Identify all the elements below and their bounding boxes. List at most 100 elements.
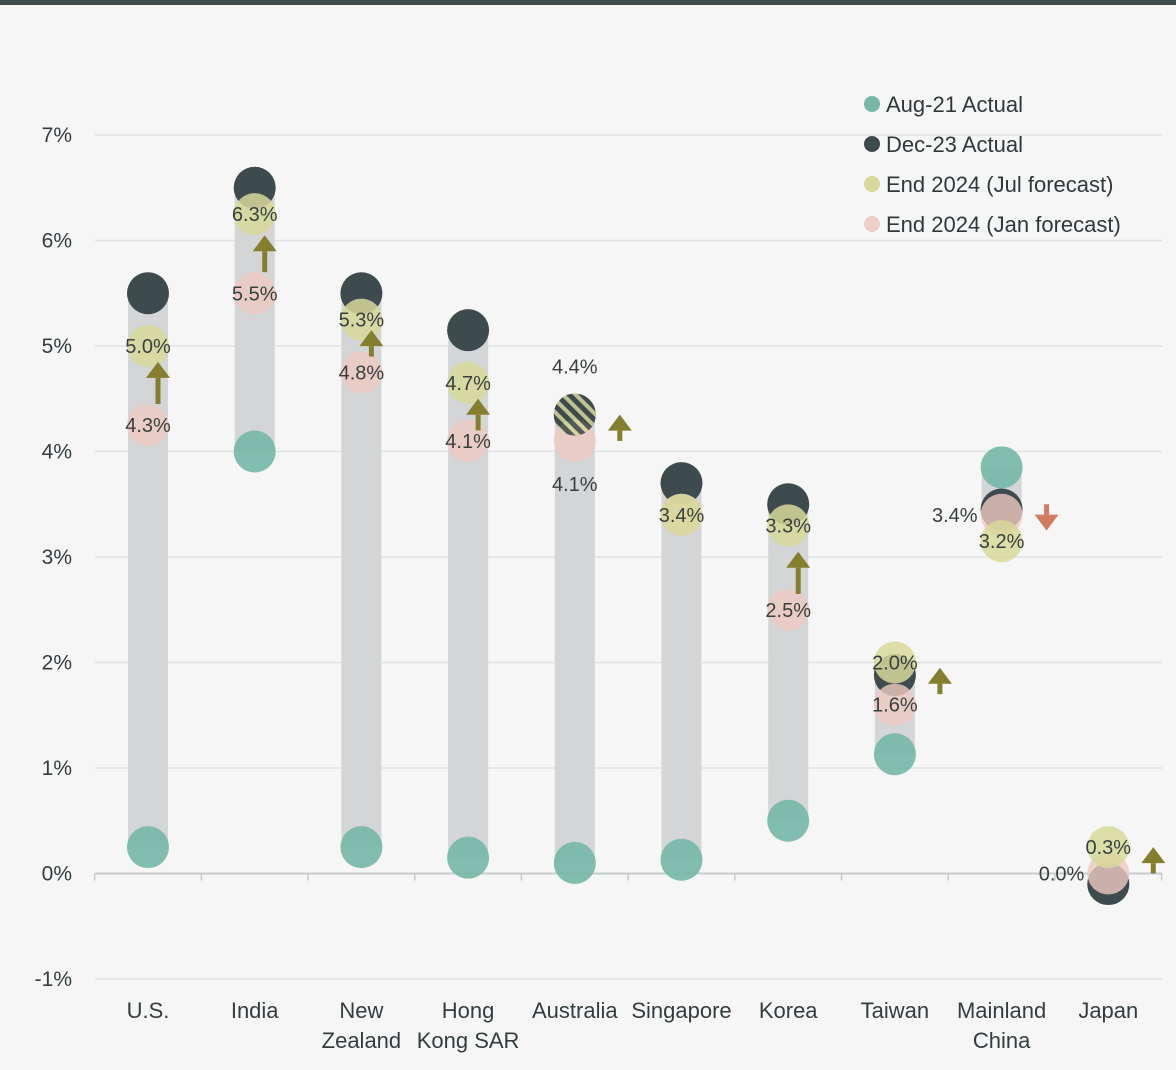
dot-jul-forecast — [447, 361, 490, 404]
category-label: China — [973, 1028, 1031, 1053]
data-label: 2.0% — [872, 653, 918, 675]
y-tick-label: 5% — [42, 335, 72, 358]
legend-label: Aug-21 Actual — [886, 92, 1023, 117]
dot-aug21-actual — [447, 836, 490, 879]
dot-jul-forecast — [660, 493, 703, 536]
data-label: 0.3% — [1086, 837, 1132, 859]
dot-aug21-actual — [127, 826, 169, 869]
dot-jul-forecast — [767, 504, 810, 547]
category-label: Mainland — [957, 998, 1046, 1023]
dot-jul-forecast — [127, 325, 169, 367]
arrow-head — [146, 361, 170, 378]
range-bar — [661, 483, 702, 860]
category-label: New — [339, 998, 383, 1023]
top-rule — [0, 0, 1176, 5]
data-label: 4.1% — [552, 474, 598, 496]
data-label: 4.8% — [339, 362, 385, 384]
category-label: Taiwan — [861, 998, 929, 1023]
category-label: Zealand — [322, 1028, 402, 1053]
dot-aug21-actual — [873, 733, 916, 776]
dot-aug21-actual — [767, 799, 810, 842]
dot-jul-forecast — [233, 193, 276, 236]
y-axis-ticks: -1% 0% 1% 2% 3% 4% 5% 6% 7% — [35, 124, 72, 991]
range-bar — [448, 330, 489, 858]
y-tick-label: 1% — [42, 757, 72, 780]
arrow-head — [786, 551, 811, 568]
dot-jul-forecast — [553, 393, 596, 436]
data-label: 4.3% — [125, 415, 171, 437]
data-label: 3.4% — [659, 505, 705, 527]
legend: Aug-21 Actual Dec-23 Actual End 2024 (Jul … — [864, 92, 1121, 237]
legend-label: Dec-23 Actual — [886, 132, 1023, 157]
legend-marker — [864, 216, 880, 232]
dot-aug21-actual — [340, 826, 383, 869]
category-label: Australia — [532, 998, 618, 1023]
data-label: 3.4% — [932, 505, 978, 527]
category-label: India — [231, 998, 279, 1023]
data-label: 6.3% — [232, 204, 278, 226]
dot-jan-forecast — [233, 272, 276, 315]
dot-jan-forecast — [873, 683, 916, 726]
category-label: U.S. — [127, 998, 170, 1023]
x-axis: U.S. India New Zealand Hong Kong SAR Australia… — [93, 873, 1163, 1053]
category-label: Singapore — [631, 998, 731, 1023]
dot-dec23-actual — [660, 462, 703, 505]
data-label: 5.0% — [125, 336, 171, 358]
data-label: 4.1% — [445, 431, 491, 453]
arrow-head — [1141, 847, 1166, 864]
data-labels: 5.0% 4.3% 6.3% 5.5% 5.3% 4.8% 4.7% 4.1% 4.4% 4.1%… — [125, 204, 1131, 885]
category-label: Kong SAR — [417, 1028, 520, 1053]
dot-jul-forecast — [980, 520, 1023, 563]
dot-jan-forecast — [340, 351, 383, 394]
dot-aug21-actual — [980, 446, 1023, 489]
y-tick-label: 2% — [42, 652, 72, 675]
range-bar — [554, 414, 595, 863]
y-tick-label: 3% — [42, 546, 72, 569]
range-bar — [128, 293, 168, 848]
data-label: 0.0% — [1039, 864, 1085, 886]
arrow-head — [252, 235, 277, 252]
dot-jul-forecast — [873, 641, 916, 684]
legend-label: End 2024 (Jul forecast) — [886, 172, 1113, 197]
data-label: 1.6% — [872, 695, 918, 717]
data-label: 2.5% — [765, 600, 811, 622]
data-label: 4.7% — [445, 373, 491, 395]
data-label: 3.3% — [765, 515, 811, 537]
y-tick-label: -1% — [35, 968, 72, 991]
data-label: 5.5% — [232, 283, 278, 305]
dot-dec23-actual — [127, 272, 169, 315]
arrow-head — [466, 398, 491, 415]
dot-dec23-actual — [447, 309, 490, 352]
arrow-head — [359, 330, 384, 347]
data-label: 4.4% — [552, 356, 598, 378]
dot-jul-forecast — [1087, 826, 1130, 869]
category-label: Japan — [1078, 998, 1138, 1023]
legend-marker — [864, 136, 880, 152]
y-tick-label: 4% — [42, 441, 72, 464]
category-label: Hong — [442, 998, 495, 1023]
y-tick-label: 7% — [42, 124, 72, 147]
change-arrows — [146, 235, 1166, 874]
dot-aug21-actual — [660, 838, 703, 881]
range-bar — [768, 504, 809, 821]
data-label: 3.2% — [979, 531, 1025, 553]
dot-aug21-actual — [553, 841, 596, 884]
y-tick-label: 6% — [42, 230, 72, 253]
dot-jan-forecast — [767, 588, 810, 631]
dot-jan-forecast — [447, 419, 490, 462]
category-label: Korea — [759, 998, 818, 1023]
dot-jul-forecast — [340, 298, 383, 341]
arrow-head — [1034, 514, 1059, 531]
legend-marker — [864, 176, 880, 192]
y-tick-label: 0% — [42, 863, 72, 886]
legend-label: End 2024 (Jan forecast) — [886, 212, 1121, 237]
data-points — [127, 166, 1130, 906]
arrow-head — [927, 667, 952, 684]
legend-marker — [864, 96, 880, 112]
arrow-head — [607, 414, 632, 431]
data-label: 5.3% — [339, 310, 385, 332]
dot-jan-forecast — [127, 404, 169, 447]
dot-aug21-actual — [233, 430, 276, 473]
